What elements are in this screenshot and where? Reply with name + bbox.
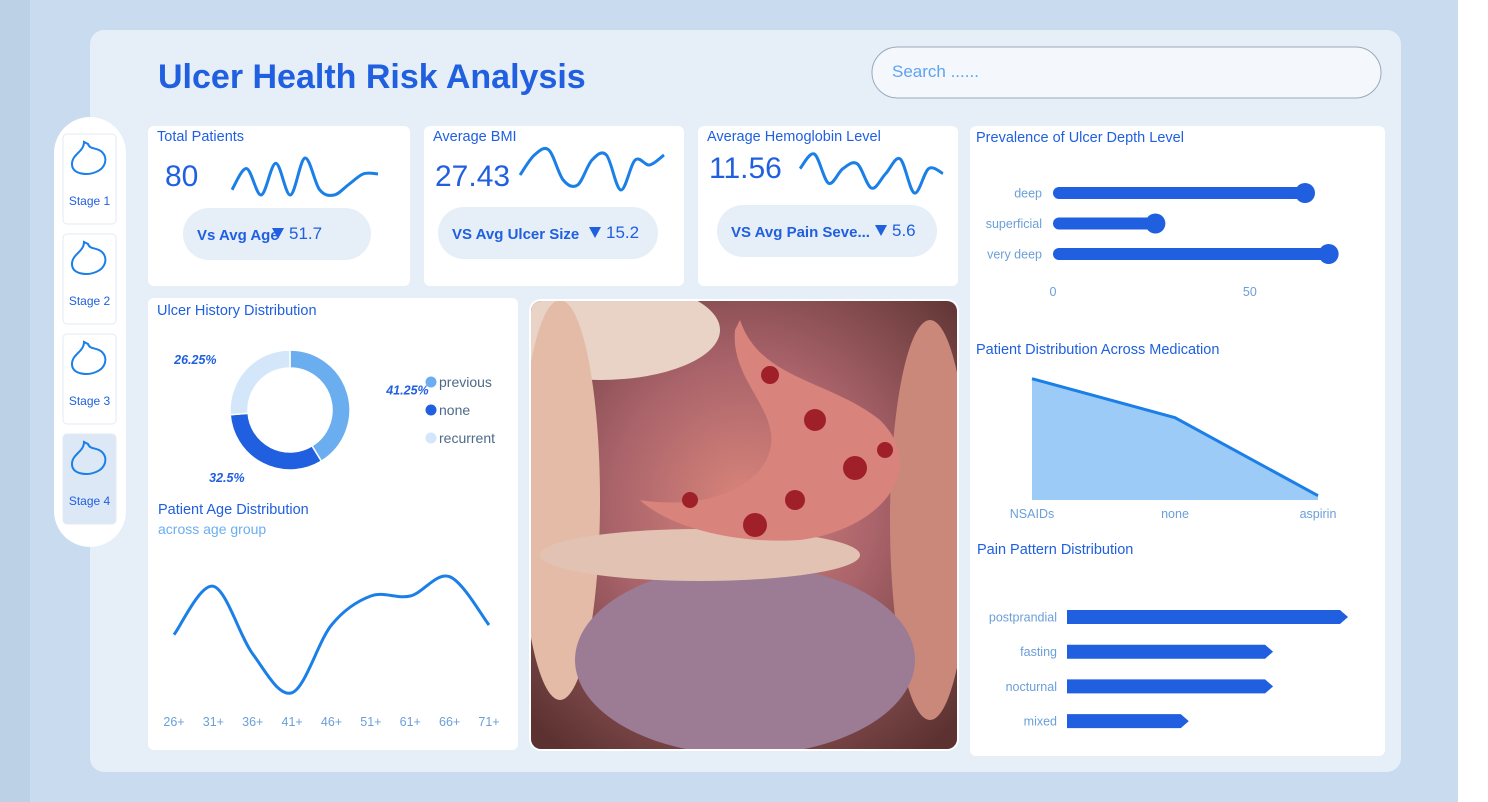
compare-pill	[438, 207, 658, 259]
y-tick-label: mixed	[1024, 715, 1057, 729]
stage-button[interactable]: Stage 1	[62, 133, 117, 225]
stage-box	[62, 133, 117, 225]
search-box[interactable]	[871, 46, 1382, 99]
x-tick-label: 51+	[360, 715, 381, 729]
x-tick-label: 71+	[478, 715, 499, 729]
y-tick-label: deep	[1014, 187, 1042, 201]
x-tick-label: 31+	[203, 715, 224, 729]
compare-label: Vs Avg Age	[197, 227, 279, 244]
stage-box	[62, 433, 117, 525]
bar	[1067, 644, 1274, 659]
bar	[1067, 714, 1189, 729]
bar-head	[1318, 244, 1339, 264]
stomach-icon	[70, 240, 107, 275]
donut-slice	[229, 349, 291, 416]
bar	[1067, 610, 1348, 624]
y-tick-label: fasting	[1020, 645, 1057, 659]
sparkline	[798, 152, 944, 195]
compare-label: VS Avg Pain Seve...	[731, 224, 870, 241]
chart-title: Patient Distribution Across Medication	[976, 342, 1219, 358]
x-tick-label: 50	[1243, 285, 1257, 299]
y-tick-label: superficial	[986, 217, 1042, 231]
down-icon	[272, 228, 284, 239]
kpi-title: Average BMI	[433, 129, 517, 145]
kpi-card	[148, 126, 410, 286]
x-tick-label: none	[1161, 507, 1189, 521]
sidebar-items: Stage 1 Stage 2 Stage 3 Stage 4	[62, 133, 117, 525]
x-tick-label: 46+	[321, 715, 342, 729]
stage-button[interactable]: Stage 4	[62, 433, 117, 525]
chart-title: Ulcer History Distribution	[157, 303, 317, 319]
down-icon	[875, 225, 887, 236]
bar	[1053, 183, 1315, 203]
sparkline	[518, 146, 665, 192]
stage-box	[62, 333, 117, 425]
legend-dot	[425, 432, 437, 444]
line	[172, 574, 491, 695]
compare-label: VS Avg Ulcer Size	[452, 226, 579, 243]
sparkline	[230, 156, 379, 197]
bar	[1053, 213, 1166, 234]
compare-value: 15.2	[606, 223, 639, 242]
stomach-icon	[70, 440, 107, 475]
legend-label: recurrent	[439, 430, 495, 446]
stomach-photo	[529, 299, 959, 751]
y-tick-label: very deep	[987, 248, 1042, 262]
stage-label: Stage 1	[69, 194, 111, 208]
chart-title: Pain Pattern Distribution	[977, 542, 1133, 558]
area-fill	[1032, 378, 1318, 500]
x-tick-label: NSAIDs	[1010, 507, 1054, 521]
data-label: 41.25%	[385, 384, 428, 398]
y-tick-label: postprandial	[989, 611, 1057, 625]
y-tick-label: nocturnal	[1006, 680, 1057, 694]
down-icon	[589, 227, 601, 238]
legend-label: none	[439, 402, 470, 418]
stomach-icon	[70, 140, 107, 175]
bar-head	[1145, 213, 1166, 234]
kpi-value: 80	[165, 160, 198, 193]
stage-label: Stage 4	[69, 494, 111, 508]
x-tick-label: 61+	[400, 715, 421, 729]
area-line	[1031, 377, 1319, 497]
chart-subtitle: across age group	[158, 521, 266, 537]
data-label: 26.25%	[173, 353, 216, 367]
data-label: 32.5%	[209, 471, 244, 485]
stage-label: Stage 2	[69, 294, 111, 308]
chart-title: Patient Age Distribution	[158, 502, 309, 518]
x-tick-label: 26+	[163, 715, 184, 729]
stage-box	[62, 233, 117, 325]
x-tick-label: 0	[1050, 285, 1057, 299]
chart-title: Prevalence of Ulcer Depth Level	[976, 130, 1184, 146]
edge	[0, 0, 30, 802]
search-placeholder: Search ......	[892, 62, 979, 81]
x-tick-label: aspirin	[1300, 507, 1337, 521]
legend-dot	[425, 404, 437, 416]
bar	[1053, 244, 1339, 264]
x-tick-label: 36+	[242, 715, 263, 729]
stage-button[interactable]: Stage 3	[62, 333, 117, 425]
bar	[1067, 679, 1274, 694]
kpi-value: 11.56	[709, 152, 782, 185]
kpi-value: 27.43	[435, 160, 510, 193]
compare-pill	[717, 205, 937, 257]
compare-value: 51.7	[289, 224, 322, 243]
x-tick-label: 66+	[439, 715, 460, 729]
stage-label: Stage 3	[69, 394, 111, 408]
kpi-card	[424, 126, 684, 286]
stage-button[interactable]: Stage 2	[62, 233, 117, 325]
compare-value: 5.6	[892, 221, 916, 240]
legend-label: previous	[439, 374, 492, 390]
kpi-title: Average Hemoglobin Level	[707, 129, 881, 145]
stomach-icon	[70, 340, 107, 375]
page-title: Ulcer Health Risk Analysis	[158, 58, 586, 96]
legend-dot	[425, 376, 437, 388]
x-tick-label: 41+	[282, 715, 303, 729]
bar-head	[1295, 183, 1315, 203]
kpi-title: Total Patients	[157, 129, 244, 145]
